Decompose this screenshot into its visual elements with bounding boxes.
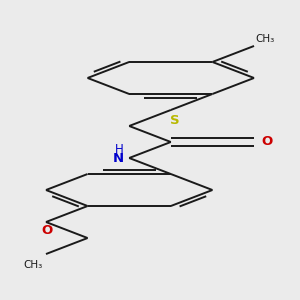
Text: S: S [169,114,179,127]
Text: CH₃: CH₃ [24,260,43,270]
Text: H: H [115,142,124,156]
Text: N: N [113,152,124,164]
Text: CH₃: CH₃ [256,34,275,44]
Text: O: O [42,224,53,237]
Text: O: O [262,136,273,148]
